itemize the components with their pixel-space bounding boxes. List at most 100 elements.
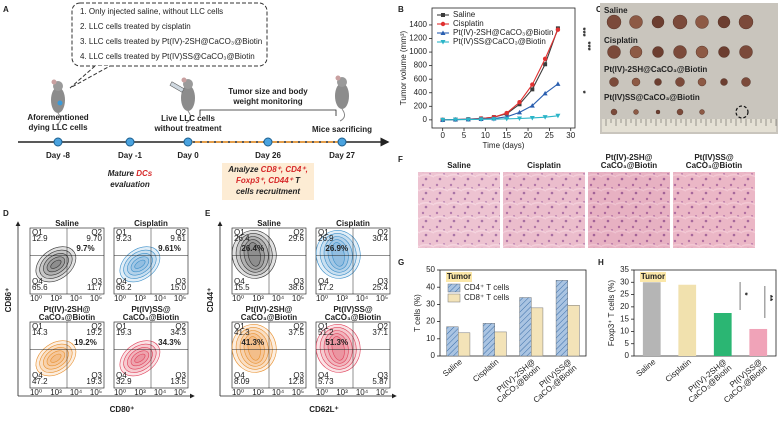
annotation-line: cells recruitment bbox=[236, 187, 300, 196]
bar bbox=[642, 282, 661, 356]
flow-contour bbox=[319, 233, 357, 276]
axis-tick-label: 10⁵ bbox=[292, 388, 304, 397]
bar bbox=[749, 328, 768, 356]
annotation-line: Mature DCs bbox=[108, 169, 153, 178]
quadrant-name: Q1 bbox=[116, 228, 127, 237]
y-axis-label: Foxp3⁺ T cells (%) bbox=[607, 280, 616, 347]
quadrant-value: 41.3 bbox=[234, 328, 250, 337]
day-label: Day 27 bbox=[329, 151, 355, 160]
quadrant-value: 19.3 bbox=[116, 328, 132, 337]
tumor bbox=[652, 46, 664, 58]
data-point bbox=[504, 116, 510, 122]
image-title: Cisplatin bbox=[527, 161, 561, 170]
histology-tint bbox=[418, 172, 500, 248]
bar-hatch bbox=[556, 280, 568, 356]
annotation-segment: Analyze bbox=[227, 165, 260, 174]
bar bbox=[713, 313, 732, 356]
quadrant-name: Q1 bbox=[318, 228, 329, 237]
quadrant-name: Q4 bbox=[318, 371, 329, 380]
data-line bbox=[442, 115, 558, 121]
quadrant-name: Q3 bbox=[377, 277, 388, 286]
x-tick-label: 30 bbox=[566, 131, 575, 140]
bar bbox=[494, 331, 507, 357]
quadrant-value: 15.0 bbox=[170, 283, 186, 292]
plot-frame bbox=[439, 269, 587, 357]
histology-image bbox=[503, 172, 585, 248]
quadrant-name: Q2 bbox=[377, 322, 388, 331]
axis-tick-label: 10³ bbox=[50, 294, 62, 303]
y-tick-label: 5 bbox=[625, 339, 630, 348]
data-point bbox=[529, 115, 535, 121]
protocol-step: 3. LLC cells treated by Pt(IV)-2SH@CaCO₃… bbox=[80, 37, 262, 46]
tumor bbox=[738, 14, 754, 30]
axis-tick-label: 10³ bbox=[336, 294, 348, 303]
histology-tint bbox=[503, 172, 585, 248]
axis-tick-label: 10⁴ bbox=[356, 388, 369, 397]
tumor bbox=[676, 108, 684, 116]
bar-hatch bbox=[446, 326, 459, 356]
flow-contour bbox=[319, 327, 357, 370]
quadrant-name: Q3 bbox=[377, 371, 388, 380]
tumor bbox=[654, 78, 662, 86]
cell-dot bbox=[57, 100, 63, 106]
panel-label: D bbox=[3, 209, 9, 218]
event-label: Tumor size and body bbox=[228, 87, 308, 96]
legend-title-bg bbox=[640, 272, 666, 282]
protocol-tail bbox=[69, 65, 111, 89]
legend-label: Pt(IV)SS@CaCO₃@Biotin bbox=[453, 37, 546, 46]
plot-title: Cisplatin bbox=[336, 219, 370, 228]
mouse-icon bbox=[335, 75, 341, 81]
event-label: weight monitoring bbox=[232, 97, 302, 106]
panel-label: E bbox=[205, 209, 211, 218]
highlight-value: 26.9% bbox=[325, 244, 348, 253]
y-tick-label: 30 bbox=[426, 300, 435, 309]
bar bbox=[567, 305, 580, 357]
tumor bbox=[629, 15, 643, 29]
data-line bbox=[442, 83, 559, 121]
plot-frame bbox=[633, 269, 777, 357]
y-tick-label: 0 bbox=[431, 351, 436, 360]
quadrant-value: 37.1 bbox=[372, 328, 388, 337]
significance: ** bbox=[765, 295, 774, 302]
data-point bbox=[555, 81, 561, 86]
mouse-icon bbox=[51, 79, 57, 85]
timeline-point bbox=[337, 137, 347, 147]
tumor bbox=[629, 45, 643, 59]
quadrant-name: Q2 bbox=[293, 228, 304, 237]
flow-contour bbox=[123, 343, 157, 373]
tumor bbox=[675, 77, 685, 87]
flow-contour bbox=[43, 253, 69, 276]
flow-contour bbox=[50, 259, 62, 269]
x-tick-label: 25 bbox=[545, 131, 554, 140]
legend-label: Pt(IV)-2SH@CaCO₃@Biotin bbox=[453, 28, 553, 37]
flow-contour bbox=[243, 333, 265, 364]
quadrant-value: 5.87 bbox=[372, 377, 388, 386]
group-label: Saline bbox=[604, 6, 628, 15]
tumor bbox=[631, 77, 641, 87]
y-tick-label: 15 bbox=[620, 314, 629, 323]
legend-label: Cisplatin bbox=[453, 19, 484, 28]
highlight-value: 9.61% bbox=[158, 244, 181, 253]
quadrant-value: 11.7 bbox=[87, 283, 103, 292]
axis-tick-label: 10⁰ bbox=[30, 388, 42, 397]
legend-label: CD8⁺ T cells bbox=[464, 293, 509, 302]
histology-image bbox=[418, 172, 500, 248]
plot-frame bbox=[431, 7, 576, 129]
tumor bbox=[717, 15, 731, 29]
tumor bbox=[609, 77, 619, 87]
panel-label: F bbox=[398, 155, 403, 164]
quadrant-value: 9.61 bbox=[170, 234, 186, 243]
plot-title: CaCO₃@Biotin bbox=[325, 313, 382, 322]
significance: * bbox=[740, 292, 749, 296]
quadrant-name: Q2 bbox=[91, 228, 102, 237]
data-point bbox=[517, 100, 522, 105]
quadrant-value: 29.6 bbox=[288, 234, 304, 243]
quadrant-value: 51.2 bbox=[318, 328, 334, 337]
tumor bbox=[741, 77, 751, 87]
bracket bbox=[199, 109, 337, 116]
x-tick-label: 15 bbox=[502, 131, 511, 140]
histology-tint bbox=[588, 172, 670, 248]
data-point bbox=[542, 56, 548, 62]
axis-tick-label: 10⁴ bbox=[154, 294, 167, 303]
axis-tick-label: 10³ bbox=[134, 388, 146, 397]
